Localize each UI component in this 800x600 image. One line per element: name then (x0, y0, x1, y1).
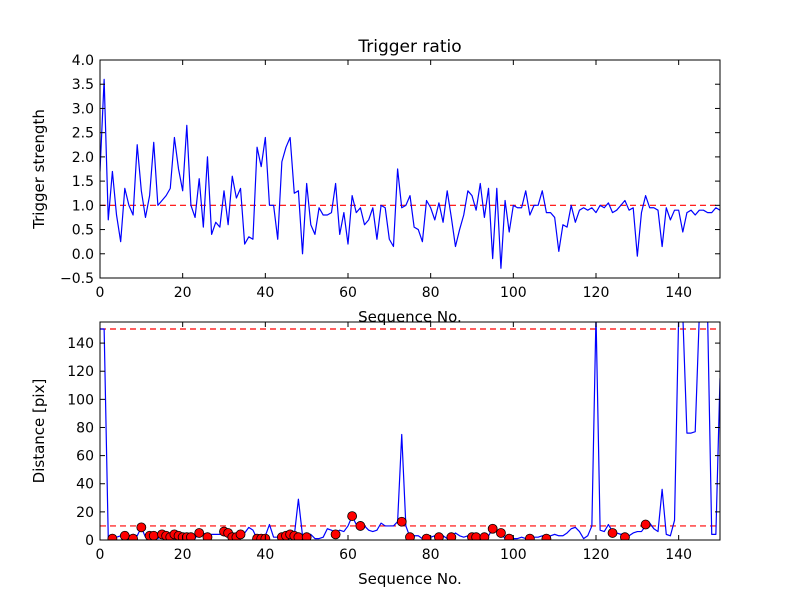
chart-2-xlabel: Sequence No. (358, 570, 462, 588)
chart-1-ytick-label-7: 2.5 (72, 126, 94, 142)
chart-2-marker-33 (355, 521, 366, 531)
chart-2-xtick-label-8: 140 (665, 547, 692, 563)
chart-1-xtick-label-1: 0 (96, 285, 105, 301)
chart-2: 0 20 40 60 80 100 120 140 0 20 40 60 80 100 120 140 Sequ… (30, 321, 721, 588)
chart-2-marker-4 (136, 522, 147, 533)
chart-2-marker-45 (524, 533, 535, 540)
chart-2-xtick-label-3: 40 (256, 547, 274, 563)
chart-1-xtick-label-7: 120 (583, 285, 610, 301)
chart-1-plot-area (100, 78, 720, 269)
chart-2-marker-43 (496, 528, 506, 538)
chart-2-marker-21 (235, 529, 246, 540)
chart-2-xtick-label-5: 80 (422, 547, 440, 563)
chart-2-marker-37 (434, 532, 444, 540)
chart-2-ytick-label-1: 0 (85, 533, 94, 549)
chart-2-marker-35 (405, 532, 415, 540)
chart-2-frame (99, 321, 721, 541)
chart-2-marker-31 (330, 529, 341, 540)
chart-2-ytick-label-5: 80 (76, 420, 94, 436)
chart-1-xtick-label-8: 140 (665, 285, 692, 301)
chart-1-xtick-label-2: 20 (174, 285, 192, 301)
chart-2-marker-41 (479, 532, 490, 540)
chart-2-marker-46 (541, 533, 552, 540)
chart-2-marker-6 (148, 530, 159, 540)
chart-1-ytick-label-3: 0.5 (72, 223, 94, 239)
chart-2-marker-16 (202, 532, 213, 540)
chart-2-ytick-label-3: 40 (76, 477, 94, 493)
chart-2-ylabel: Distance [pix] (30, 379, 48, 484)
chart-2-marker-48 (620, 532, 630, 540)
chart-1-ytick-label-4: 1.0 (72, 198, 94, 214)
chart-1-xtick-label-5: 80 (422, 285, 440, 301)
chart-2-marker-14 (186, 532, 196, 540)
chart-1-ytick-label-6: 2.0 (72, 150, 94, 166)
chart-1-xtick-label-3: 40 (256, 285, 274, 301)
chart-2-xtick-label-1: 0 (96, 547, 105, 563)
chart-2-xtick-label-2: 20 (174, 547, 192, 563)
chart-2-marker-30 (301, 532, 312, 540)
chart-2-ytick-label-4: 60 (76, 449, 94, 465)
chart-2-marker-1 (107, 533, 118, 540)
chart-1-ytick-label-5: 1.5 (72, 174, 94, 190)
chart-1-ytick-label-9: 3.5 (72, 77, 94, 93)
chart-2-xtick-label-7: 120 (583, 547, 610, 563)
chart-2-ytick-label-8: 140 (67, 336, 94, 352)
chart-2-ytick-label-7: 120 (67, 364, 94, 380)
chart-1-title: Trigger ratio (357, 37, 461, 57)
chart-1-xtick-label-6: 100 (500, 285, 527, 301)
chart-2-xtick-label-4: 60 (339, 547, 357, 563)
chart-2-marker-42 (487, 523, 498, 534)
chart-2-plot-area (100, 322, 720, 540)
chart-2-marker-38 (446, 532, 457, 540)
chart-layer: 0 20 40 60 80 100 120 140 −0.5 0.0 0.5 1.0 1.5 2.0 2.5… (30, 37, 721, 588)
chart-2-marker-15 (194, 528, 205, 538)
chart-1-frame (99, 59, 721, 279)
chart-1-ytick-label-2: 0.0 (72, 247, 94, 263)
chart-2-ytick-label-6: 100 (67, 392, 94, 408)
chart-1-ytick-label-1: −0.5 (60, 271, 94, 287)
chart-1-xlabel: Sequence No. (358, 308, 462, 326)
chart-2-marker-49 (640, 519, 651, 530)
chart-2-marker-47 (607, 528, 618, 538)
chart-1: 0 20 40 60 80 100 120 140 −0.5 0.0 0.5 1.0 1.5 2.0 2.5… (30, 37, 721, 326)
chart-1-ytick-label-10: 4.0 (72, 53, 94, 69)
chart-2-ytick-label-2: 20 (76, 505, 94, 521)
chart-2-xtick-label-6: 100 (500, 547, 527, 563)
chart-1-ytick-label-8: 3.0 (72, 101, 94, 117)
chart-2-marker-34 (396, 516, 407, 527)
chart-2-marker-32 (347, 511, 358, 521)
chart-1-xtick-label-4: 60 (339, 285, 357, 301)
chart-2-marker-3 (128, 533, 138, 540)
chart-1-ylabel: Trigger strength (30, 109, 48, 230)
chart-2-marker-2 (119, 530, 130, 540)
chart-1-series-line-1 (100, 78, 720, 269)
